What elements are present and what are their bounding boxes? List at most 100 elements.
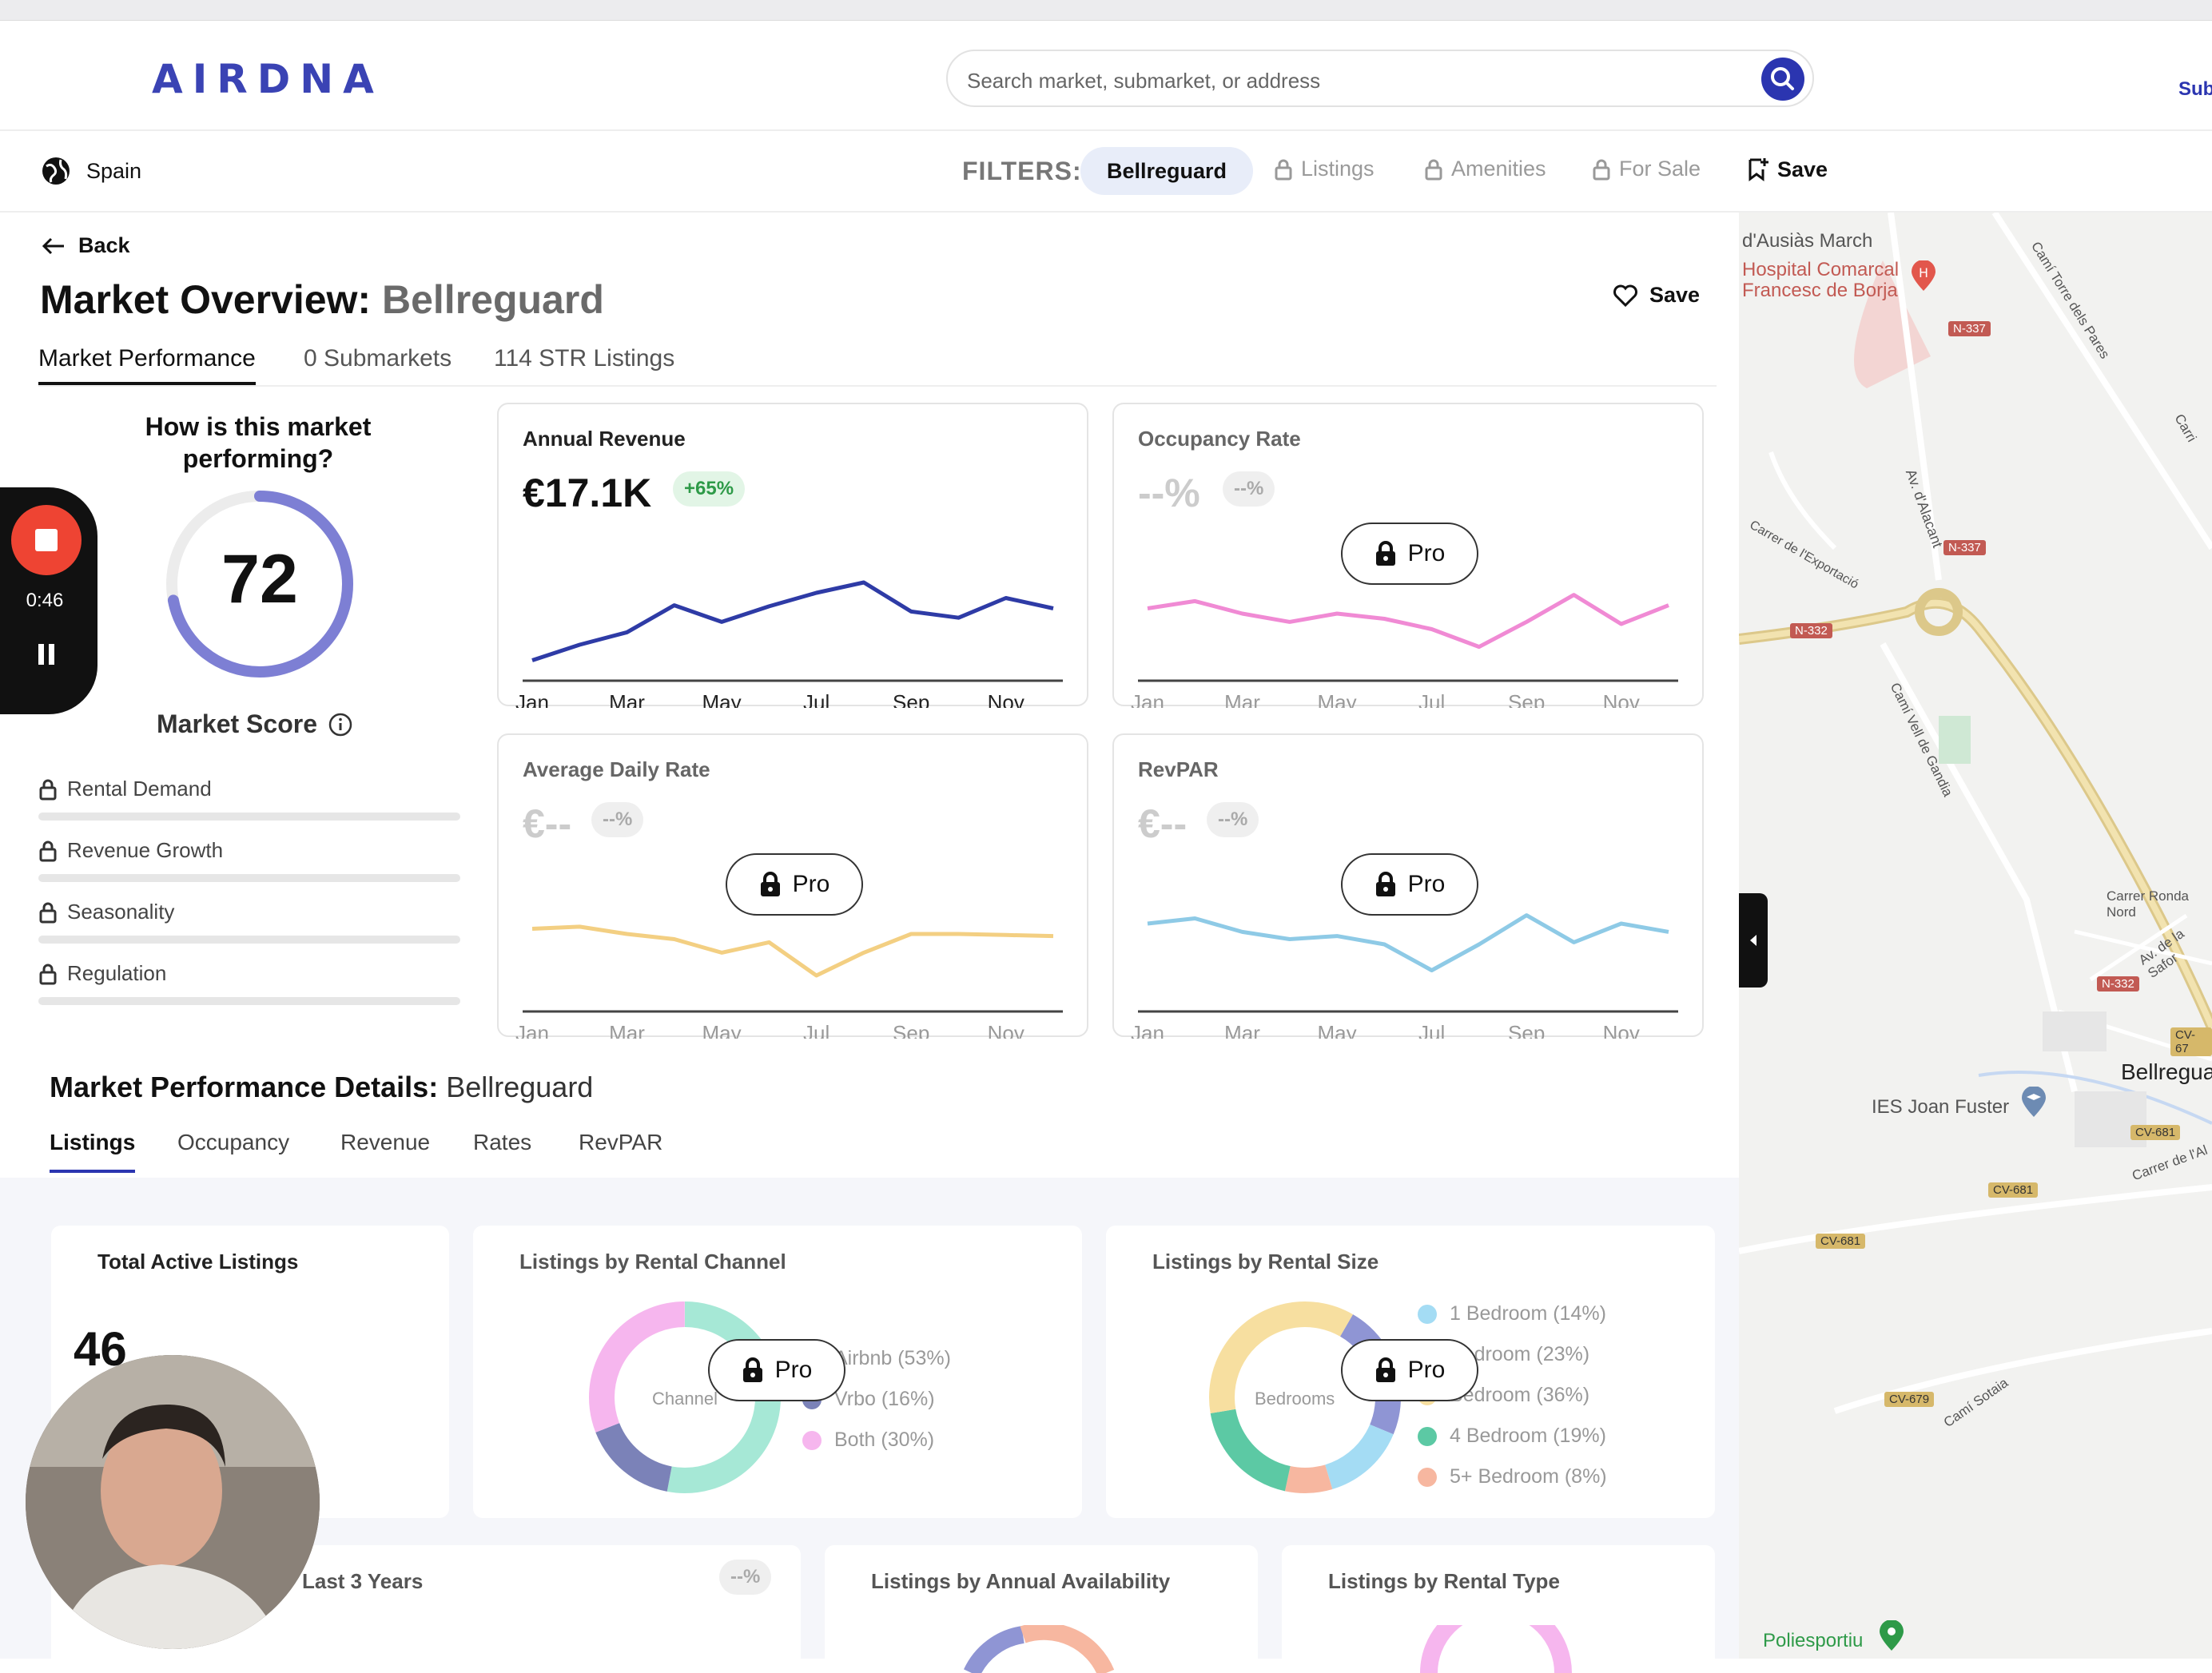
card-title: Total Active Listings: [97, 1250, 299, 1274]
road-tag: CV-681: [1816, 1234, 1866, 1249]
legend-dot: [1418, 1304, 1437, 1324]
for-sale-filter[interactable]: For Sale: [1592, 157, 1701, 181]
card-title: Last 3 Years: [302, 1569, 424, 1593]
occupancy-rate-card[interactable]: Jan Mar May Jul Sep Nov Occupancy Rate --% --…: [1112, 403, 1704, 708]
svg-text:H: H: [1919, 265, 1928, 280]
search-button[interactable]: [1761, 58, 1804, 101]
month-tick-label: May: [702, 1021, 742, 1039]
amenities-filter[interactable]: Amenities: [1424, 157, 1546, 181]
tab-listings[interactable]: Listings: [50, 1130, 136, 1173]
road-tag: CV-67: [2170, 1027, 2212, 1056]
search-input[interactable]: Search market, submarket, or address: [967, 69, 1321, 93]
factor-label: Regulation: [67, 961, 167, 985]
map-roads: [1739, 213, 2212, 1414]
month-tick-label: Nov: [988, 1021, 1024, 1039]
month-tick-label: Jan: [1131, 1021, 1164, 1039]
revpar-chart: Jan Mar May Jul Sep Nov: [1131, 913, 1678, 1039]
factor-label: Revenue Growth: [67, 838, 224, 862]
legend-dot: [1418, 1426, 1437, 1446]
listings-by-rental-channel-card: Listings by Rental Channel Channel Airbn…: [473, 1226, 1082, 1518]
month-tick-label: Mar: [1224, 1021, 1260, 1039]
lock-icon: [760, 872, 780, 896]
stop-recording-button[interactable]: [11, 505, 82, 575]
country-selector[interactable]: Spain: [40, 155, 141, 187]
road-tag: N-332: [2097, 976, 2139, 991]
factor-label: Seasonality: [67, 900, 175, 924]
school-icon[interactable]: [2020, 1087, 2047, 1119]
tab-market-performance[interactable]: Market Performance: [38, 345, 256, 385]
back-label: Back: [78, 233, 130, 257]
month-tick-label: Mar: [609, 1021, 645, 1039]
card-title: Listings by Rental Channel: [519, 1250, 786, 1274]
month-tick-label: Nov: [988, 690, 1024, 708]
pro-label: Pro: [1407, 540, 1446, 566]
legend-4-bedroom: 4 Bedroom (19%): [1418, 1425, 1606, 1448]
market-filter-chip[interactable]: Bellreguard: [1080, 147, 1253, 195]
annual-revenue-card[interactable]: Jan Mar May Jul Sep Nov Annual Revenue €17.1K…: [497, 403, 1088, 708]
month-tick-label: Jul: [1418, 690, 1445, 708]
month-tick-label: May: [1318, 690, 1357, 708]
search-bar[interactable]: Search market, submarket, or address: [946, 50, 1814, 107]
month-tick-label: Jul: [803, 1021, 830, 1039]
pro-upgrade-button[interactable]: Pro: [1341, 523, 1478, 585]
factor-regulation: Regulation: [38, 961, 462, 1005]
series-line: [1147, 913, 1669, 972]
pause-icon[interactable]: [35, 642, 58, 666]
month-tick-label: Jan: [515, 1021, 549, 1039]
info-icon[interactable]: [328, 713, 352, 737]
save-filters-button[interactable]: Save: [1747, 157, 1828, 182]
tab-submarkets[interactable]: 0 Submarkets: [304, 345, 452, 372]
sports-icon[interactable]: [1878, 1620, 1905, 1652]
month-tick-label: Jul: [1418, 1021, 1445, 1039]
recording-time: 0:46: [26, 590, 64, 611]
screen-recorder-widget: 0:46: [0, 487, 97, 714]
globe-icon: [42, 157, 70, 185]
back-button[interactable]: Back: [42, 233, 130, 258]
month-tick-label: Mar: [609, 690, 645, 708]
map-label: Francesc de Borja: [1742, 280, 1898, 301]
listings-filter-label: Listings: [1301, 157, 1375, 181]
month-tick-label: Nov: [1603, 690, 1640, 708]
for-sale-filter-label: For Sale: [1619, 157, 1701, 181]
factor-bar: [38, 936, 460, 944]
pro-upgrade-button[interactable]: Pro: [726, 853, 863, 916]
tab-revenue[interactable]: Revenue: [340, 1130, 431, 1154]
map-collapse-toggle[interactable]: [1739, 893, 1768, 988]
market-score-value: 72: [221, 541, 298, 618]
presenter-avatar: [26, 1355, 320, 1649]
tab-revpar[interactable]: RevPAR: [579, 1130, 663, 1154]
factor-bar: [38, 997, 460, 1005]
card-title: RevPAR: [1138, 757, 1219, 781]
legend-dot: [1418, 1467, 1437, 1487]
availability-donut: [964, 1625, 1115, 1673]
factor-seasonality: Seasonality: [38, 900, 462, 944]
pro-upgrade-button[interactable]: Pro: [1341, 853, 1478, 916]
airdna-logo[interactable]: AIRDNA: [152, 56, 384, 102]
tab-str-listings[interactable]: 114 STR Listings: [494, 345, 675, 372]
legend-label: 4 Bedroom (19%): [1450, 1425, 1606, 1447]
listings-filter[interactable]: Listings: [1274, 157, 1375, 181]
subscribe-link[interactable]: Sub: [2178, 78, 2212, 100]
map-panel[interactable]: d'Ausiàs March Hospital Comarcal Frances…: [1739, 213, 2212, 1659]
annual-revenue-chart: Jan Mar May Jul Sep Nov: [515, 580, 1063, 708]
legend-dot: [802, 1430, 822, 1450]
lock-icon: [39, 902, 57, 923]
month-tick-label: Sep: [1508, 690, 1545, 708]
revpar-card[interactable]: Jan Mar May Jul Sep Nov RevPAR €-- --% Pro: [1112, 733, 1704, 1039]
app-header: AIRDNA Search market, submarket, or addr…: [0, 21, 2212, 131]
webcam-overlay: [26, 1355, 320, 1649]
pro-upgrade-button[interactable]: Pro: [708, 1339, 845, 1401]
hospital-icon[interactable]: H: [1910, 260, 1937, 292]
market-score-gauge: [166, 491, 353, 678]
road-tag: CV-681: [1988, 1182, 2039, 1198]
tab-occupancy[interactable]: Occupancy: [177, 1130, 290, 1154]
legend-1-bedroom: 1 Bedroom (14%): [1418, 1302, 1606, 1325]
tab-rates[interactable]: Rates: [473, 1130, 532, 1154]
amenities-filter-label: Amenities: [1451, 157, 1546, 181]
factor-label: Rental Demand: [67, 777, 212, 801]
lock-icon: [1375, 872, 1395, 896]
map-label: Poliesportiu: [1763, 1630, 1864, 1651]
average-daily-rate-card[interactable]: Jan Mar May Jul Sep Nov Average Daily Rate €-…: [497, 733, 1088, 1039]
pro-upgrade-button[interactable]: Pro: [1341, 1339, 1478, 1401]
save-market-button[interactable]: Save: [1613, 283, 1700, 308]
